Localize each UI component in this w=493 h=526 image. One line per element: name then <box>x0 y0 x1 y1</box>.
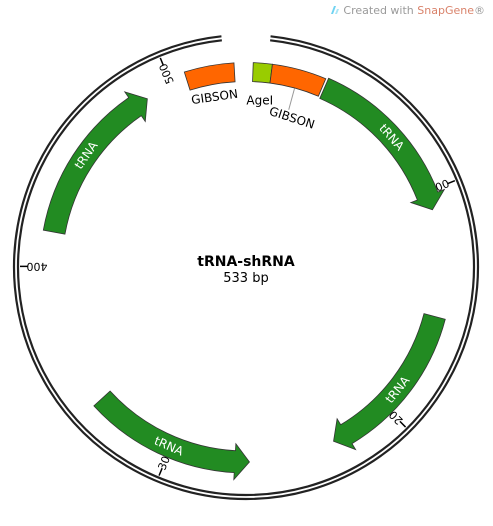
feature-label-gibson-1: GIBSON <box>267 104 316 132</box>
watermark-suffix: ® <box>474 4 485 17</box>
snapgene-logo-icon <box>331 6 340 14</box>
feature-gene-trna-3[interactable] <box>333 313 446 451</box>
plasmid-backbone <box>12 35 480 501</box>
backbone-inner-line <box>16 39 476 497</box>
tick-mark-100 <box>447 179 456 185</box>
watermark-prefix: Created with <box>343 4 418 17</box>
tick-mark-500 <box>159 57 165 66</box>
tick-label-500: 500 <box>157 61 177 85</box>
feature-label-gibson-6: GIBSON <box>190 87 238 107</box>
feature-gene-trna-5[interactable] <box>42 91 148 235</box>
watermark-brand: SnapGene <box>417 4 474 17</box>
plasmid-length: 533 bp <box>223 271 268 286</box>
plasmid-name: tRNA-shRNA <box>197 254 295 270</box>
backbone-outer-line <box>12 35 480 501</box>
feature-site-agei-0[interactable] <box>252 62 273 84</box>
feature-gene-trna-2[interactable] <box>319 77 446 211</box>
tick-mark-300 <box>158 467 163 476</box>
feature-primer-gibson-1[interactable] <box>269 63 327 97</box>
feature-primer-gibson-6[interactable] <box>183 62 236 91</box>
feature-gene-trna-4[interactable] <box>93 390 250 481</box>
tick-mark-200 <box>399 420 407 428</box>
tick-label-400: 400 <box>26 260 47 273</box>
feature-label-agei: AgeI <box>246 94 273 108</box>
snapgene-watermark: Created with SnapGene® <box>330 4 485 17</box>
primer-leader-line <box>288 88 295 110</box>
feature-layer <box>42 62 446 481</box>
